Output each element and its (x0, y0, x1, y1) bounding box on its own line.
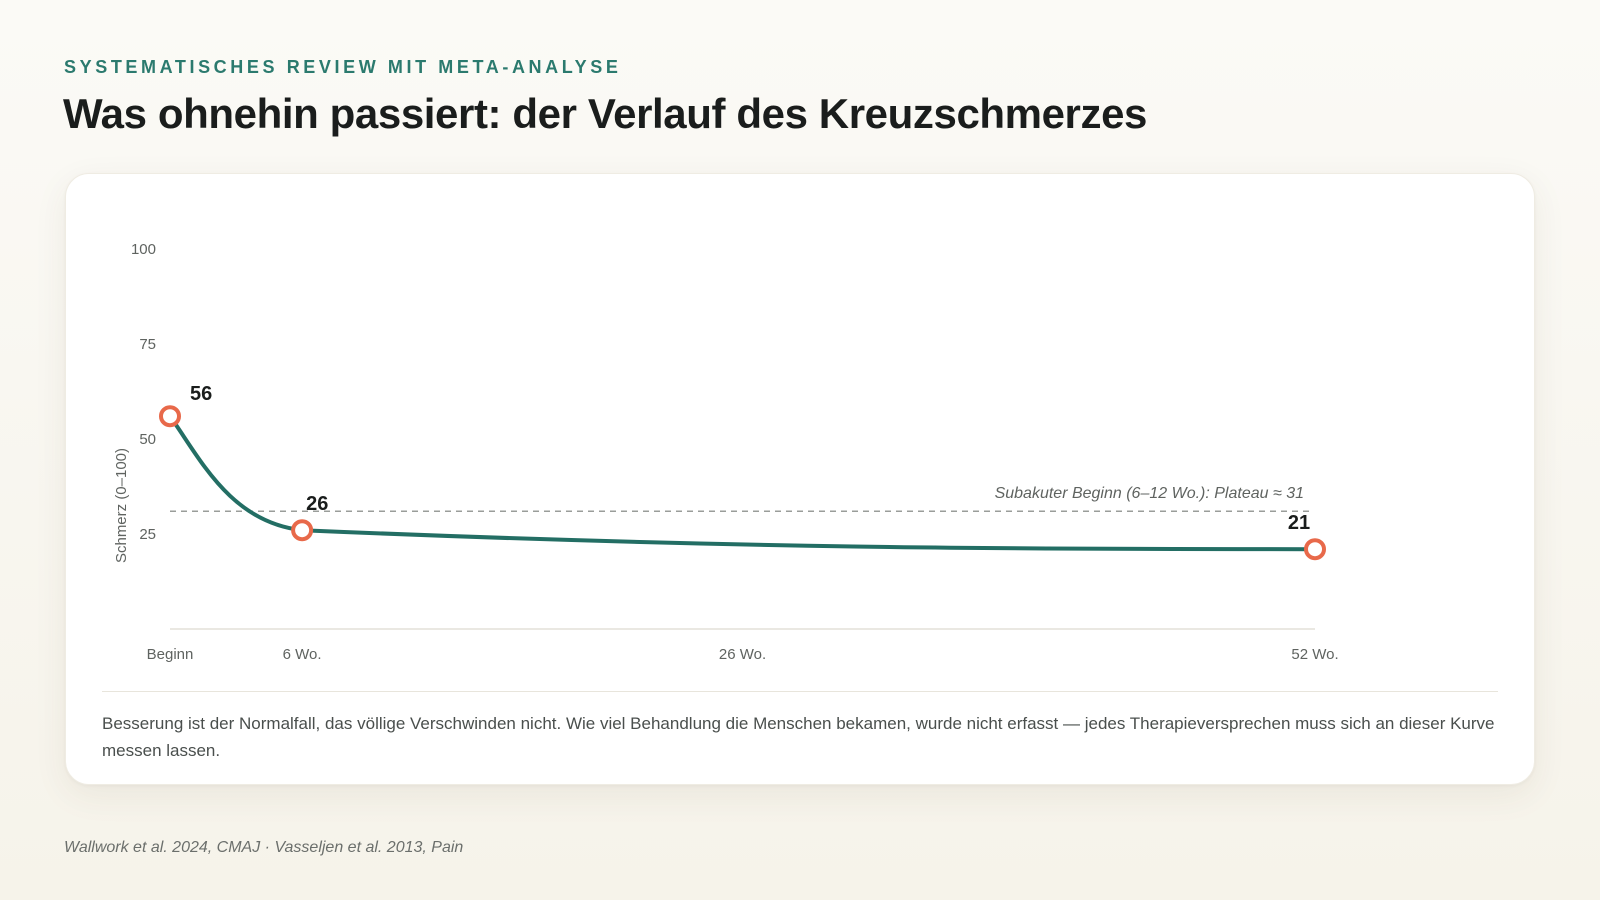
series-line (168, 414, 1317, 552)
y-tick-label: 100 (131, 241, 156, 258)
data-marker (159, 405, 181, 428)
data-marker (1304, 538, 1326, 561)
x-tick-label: 6 Wo. (283, 646, 322, 663)
source-citation: Wallwork et al. 2024, CMAJ · Vasseljen e… (64, 839, 464, 856)
line-chart: 25 50 75 100 Schmerz (0–100) Beginn 6 Wo. 26 … (113, 241, 1339, 663)
x-tick-label: 52 Wo. (1291, 646, 1338, 663)
eyebrow-label: SYSTEMATISCHES REVIEW MIT META-ANALYSE (64, 57, 622, 77)
data-marker (291, 519, 314, 542)
data-labels: 56 26 21 (190, 383, 1310, 534)
caption-divider (102, 691, 1498, 692)
chart-caption: Besserung ist der Normalfall, das völlig… (102, 714, 1495, 760)
y-axis-title: Schmerz (0–100) (113, 448, 130, 563)
y-axis-ticks: 25 50 75 100 (131, 241, 156, 543)
x-tick-label: Beginn (147, 646, 194, 663)
data-label: 56 (190, 383, 212, 405)
x-axis-ticks: Beginn 6 Wo. 26 Wo. 52 Wo. (147, 646, 1339, 663)
y-tick-label: 75 (139, 336, 156, 353)
data-markers (159, 405, 1326, 561)
page-title: Was ohnehin passiert: der Verlauf des Kr… (63, 90, 1148, 137)
data-label: 21 (1288, 512, 1310, 534)
y-tick-label: 50 (139, 431, 156, 448)
y-tick-label: 25 (139, 526, 156, 543)
data-label: 26 (306, 493, 328, 515)
chart-card: 25 50 75 100 Schmerz (0–100) Beginn 6 Wo. 26 … (65, 173, 1535, 785)
reference-line-label: Subakuter Beginn (6–12 Wo.): Plateau ≈ 3… (995, 485, 1304, 502)
x-tick-label: 26 Wo. (719, 646, 766, 663)
